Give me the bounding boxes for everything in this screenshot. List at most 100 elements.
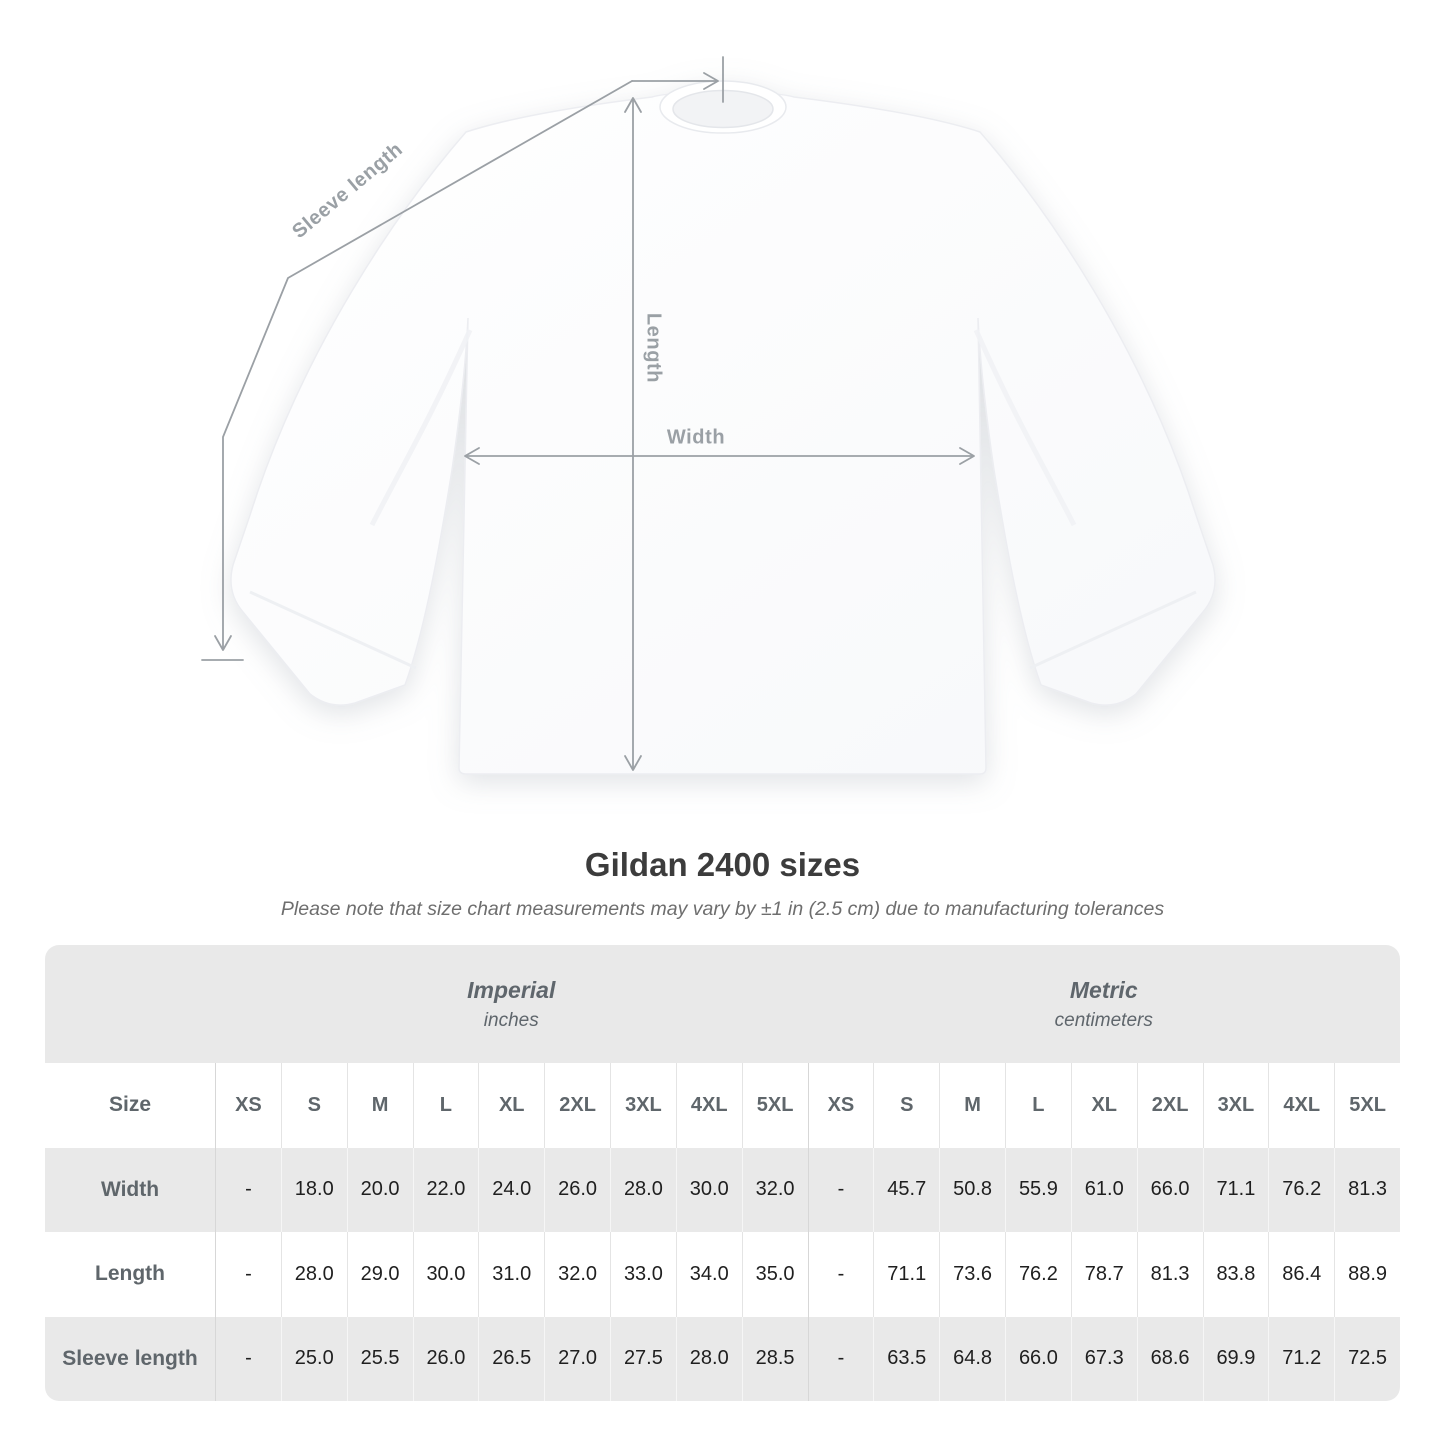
size-header-imperial-2xl: 2XL xyxy=(544,1063,610,1148)
size-header-imperial-xs: XS xyxy=(215,1063,281,1148)
row-label: Sleeve length xyxy=(62,1346,198,1370)
size-header-metric-l: L xyxy=(1005,1063,1071,1148)
value-cell-metric-5xl: 72.5 xyxy=(1334,1316,1400,1401)
size-header-metric-s: S xyxy=(873,1063,939,1148)
value-cell-metric-3xl: 83.8 xyxy=(1202,1232,1269,1317)
length-arrow-up xyxy=(624,97,642,113)
size-header-metric-xl: XL xyxy=(1070,1063,1137,1148)
size-column-label: Size xyxy=(108,1093,152,1117)
value-cell-metric-xl: 78.7 xyxy=(1070,1232,1137,1317)
value-cell-metric-2xl: 66.0 xyxy=(1136,1147,1203,1232)
value-cell-metric-l: 76.2 xyxy=(1005,1232,1071,1317)
value-cell-imperial-s: 18.0 xyxy=(280,1147,347,1232)
shirt-measurement-diagram: Sleeve length Length Width xyxy=(201,56,1216,775)
value-cell-imperial-4xl: 28.0 xyxy=(675,1316,742,1401)
sleeve-length-line xyxy=(222,80,633,649)
value-cell-imperial-4xl: 30.0 xyxy=(675,1147,742,1232)
value-cell-imperial-xs: - xyxy=(215,1232,281,1317)
imperial-title: Imperial xyxy=(467,976,556,1003)
size-header-imperial-3xl: 3XL xyxy=(610,1063,676,1148)
value-cell-imperial-3xl: 27.5 xyxy=(610,1316,676,1401)
size-header-imperial-m: M xyxy=(346,1063,413,1148)
size-header-row: Size XS S M L XL 2XL 3XL 4XL 5XL XS S M L XL 2XL 3XL 4XL 5… xyxy=(45,1063,1400,1148)
value-cell-metric-5xl: 81.3 xyxy=(1334,1147,1400,1232)
value-cell-metric-xs: - xyxy=(807,1147,874,1232)
size-header-metric-4xl: 4XL xyxy=(1268,1063,1334,1148)
value-cell-imperial-m: 29.0 xyxy=(346,1232,413,1317)
table-row-sleeve-length: Sleeve length -25.0 25.5 26.0 26.5 27.0 27.5 28… xyxy=(45,1316,1400,1401)
value-cell-imperial-l: 26.0 xyxy=(412,1316,479,1401)
value-cell-imperial-xl: 24.0 xyxy=(478,1147,544,1232)
value-cell-metric-4xl: 71.2 xyxy=(1268,1316,1334,1401)
value-cell-metric-m: 50.8 xyxy=(939,1147,1005,1232)
value-cell-metric-2xl: 81.3 xyxy=(1136,1232,1203,1317)
value-cell-imperial-m: 20.0 xyxy=(346,1147,413,1232)
value-cell-imperial-l: 30.0 xyxy=(412,1232,479,1317)
value-cell-metric-xl: 61.0 xyxy=(1070,1147,1137,1232)
value-cell-metric-xs: - xyxy=(807,1232,874,1317)
value-cell-metric-l: 55.9 xyxy=(1005,1147,1071,1232)
unit-header-band: Imperial inches Metric centimeters xyxy=(45,945,1400,1063)
metric-unit: centimeters xyxy=(1054,1009,1153,1031)
length-label: Length xyxy=(642,312,665,384)
page-title: Gildan 2400 sizes xyxy=(584,846,861,883)
value-cell-metric-s: 63.5 xyxy=(873,1316,939,1401)
value-cell-metric-2xl: 68.6 xyxy=(1136,1316,1203,1401)
table-row-length: Length -28.0 29.0 30.0 31.0 32.0 33.0 34.0 35.0-… xyxy=(45,1232,1400,1317)
value-cell-metric-xs: - xyxy=(807,1316,874,1401)
imperial-unit: inches xyxy=(483,1009,539,1031)
value-cell-imperial-5xl: 28.5 xyxy=(741,1316,808,1401)
size-header-imperial-s: S xyxy=(280,1063,347,1148)
value-cell-imperial-3xl: 33.0 xyxy=(610,1232,676,1317)
tolerance-note: Please note that size chart measurements… xyxy=(280,898,1165,920)
value-cell-imperial-2xl: 26.0 xyxy=(544,1147,610,1232)
row-label: Width xyxy=(100,1177,160,1201)
size-header-metric-m: M xyxy=(939,1063,1005,1148)
size-header-imperial-l: L xyxy=(412,1063,479,1148)
value-cell-metric-3xl: 71.1 xyxy=(1202,1147,1269,1232)
size-header-imperial-4xl: 4XL xyxy=(675,1063,742,1148)
value-cell-metric-xl: 67.3 xyxy=(1070,1316,1137,1401)
long-sleeve-shirt xyxy=(230,80,1216,775)
sleeve-length-arrow-down xyxy=(214,635,232,651)
value-cell-imperial-xs: - xyxy=(215,1316,281,1401)
value-cell-imperial-5xl: 32.0 xyxy=(741,1147,808,1232)
row-label: Length xyxy=(95,1262,165,1286)
width-arrow-left xyxy=(464,447,480,465)
value-cell-imperial-m: 25.5 xyxy=(346,1316,413,1401)
shirt-graphic xyxy=(201,56,1216,775)
value-cell-metric-m: 73.6 xyxy=(939,1232,1005,1317)
value-cell-metric-4xl: 76.2 xyxy=(1268,1147,1334,1232)
value-cell-imperial-3xl: 28.0 xyxy=(610,1147,676,1232)
size-header-metric-2xl: 2XL xyxy=(1136,1063,1203,1148)
size-header-metric-xs: XS xyxy=(807,1063,874,1148)
value-cell-metric-l: 66.0 xyxy=(1005,1316,1071,1401)
value-cell-imperial-2xl: 27.0 xyxy=(544,1316,610,1401)
value-cell-metric-4xl: 86.4 xyxy=(1268,1232,1334,1317)
value-cell-imperial-xl: 31.0 xyxy=(478,1232,544,1317)
value-cell-imperial-s: 28.0 xyxy=(280,1232,347,1317)
table-row-width: Width -18.0 20.0 22.0 24.0 26.0 28.0 30.0 32.0-4… xyxy=(45,1147,1400,1232)
value-cell-imperial-4xl: 34.0 xyxy=(675,1232,742,1317)
metric-header-group: Metric centimeters xyxy=(808,945,1401,1063)
value-cell-imperial-s: 25.0 xyxy=(280,1316,347,1401)
value-cell-metric-m: 64.8 xyxy=(939,1316,1005,1401)
size-header-imperial-5xl: 5XL xyxy=(741,1063,808,1148)
value-cell-metric-5xl: 88.9 xyxy=(1334,1232,1400,1317)
value-cell-metric-s: 45.7 xyxy=(873,1147,939,1232)
size-table: Imperial inches Metric centimeters Size X… xyxy=(45,945,1400,1401)
value-cell-imperial-2xl: 32.0 xyxy=(544,1232,610,1317)
metric-title: Metric xyxy=(1069,976,1138,1003)
size-header-metric-5xl: 5XL xyxy=(1334,1063,1400,1148)
width-arrow-right xyxy=(959,447,975,465)
sleeve-length-arrow-right xyxy=(703,72,719,90)
value-cell-metric-s: 71.1 xyxy=(873,1232,939,1317)
size-header-metric-3xl: 3XL xyxy=(1202,1063,1269,1148)
value-cell-imperial-xs: - xyxy=(215,1147,281,1232)
width-label: Width xyxy=(666,426,726,449)
imperial-header-group: Imperial inches xyxy=(215,945,808,1063)
value-cell-imperial-xl: 26.5 xyxy=(478,1316,544,1401)
length-arrow-down xyxy=(624,755,642,771)
value-cell-metric-3xl: 69.9 xyxy=(1202,1316,1269,1401)
